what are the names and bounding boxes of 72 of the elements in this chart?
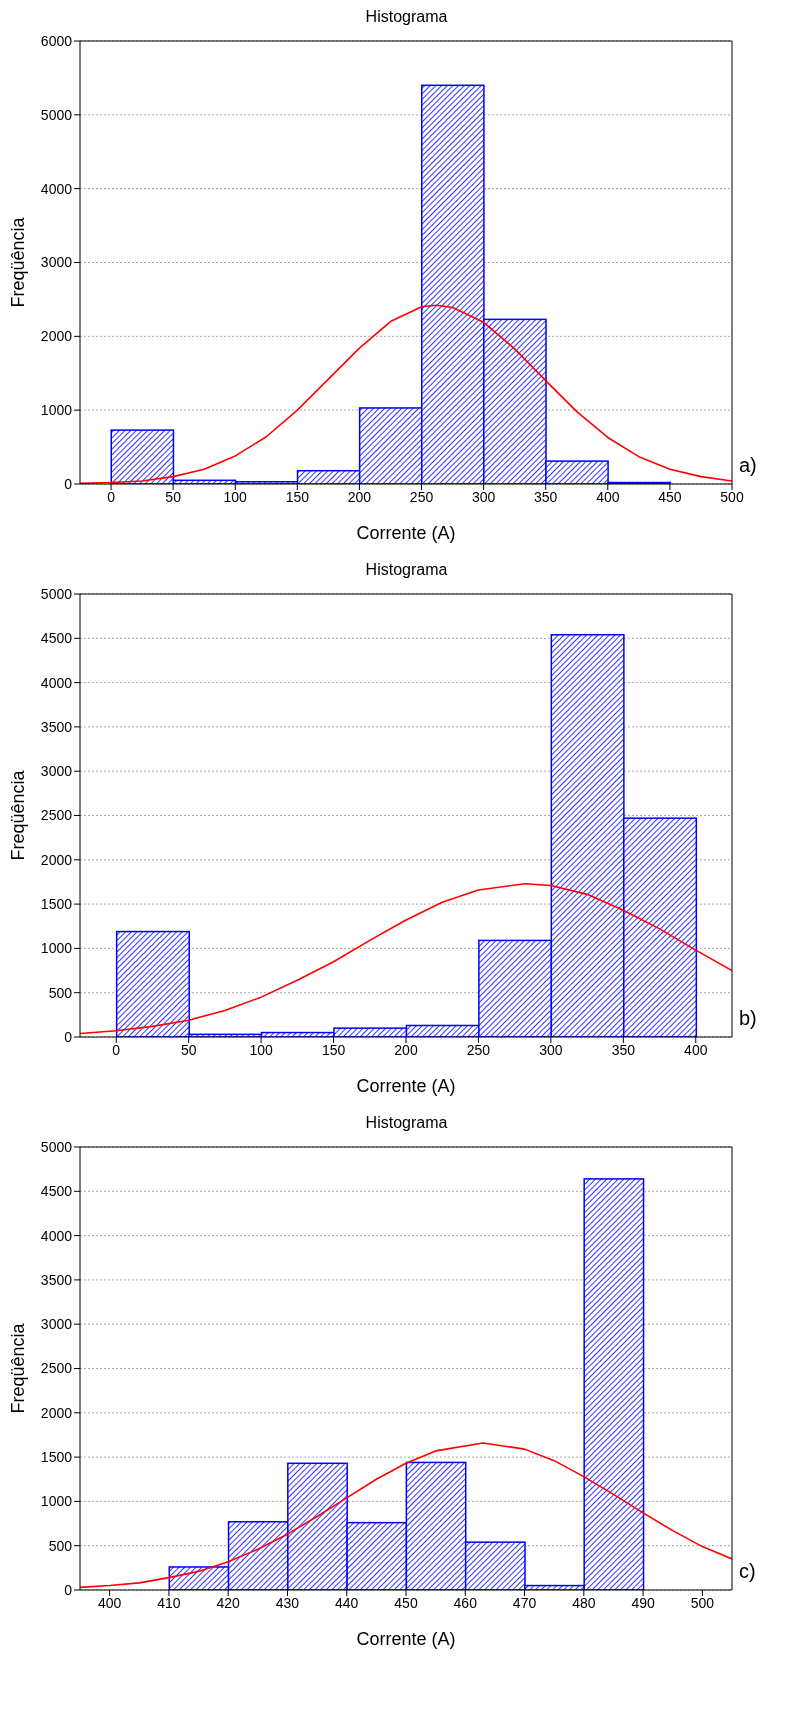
y-tick-label: 3000	[40, 1316, 73, 1333]
x-tick-label: 300	[471, 488, 496, 505]
y-tick-label: 2000	[40, 851, 73, 868]
x-tick-label: 440	[335, 1594, 359, 1611]
y-tick-label: 1500	[40, 1449, 73, 1466]
y-tick-label: 3000	[40, 763, 73, 780]
y-tick-label: 2000	[40, 328, 73, 345]
x-tick-label: 450	[394, 1594, 418, 1611]
y-tick-label: 4000	[40, 1227, 73, 1244]
x-tick-label: 400	[596, 488, 620, 505]
y-tick-label: 2000	[40, 1404, 73, 1421]
chart-title: Histograma	[364, 561, 449, 580]
x-tick-label: 400	[97, 1594, 122, 1611]
text: b)	[739, 1007, 757, 1030]
y-tick-label: 5000	[40, 1138, 73, 1155]
x-tick-label: 200	[347, 488, 372, 505]
x-tick-label: 410	[157, 1594, 181, 1611]
x-tick-label: 350	[611, 1041, 636, 1058]
y-tick-label: 1000	[40, 402, 73, 419]
x-tick-label: 480	[572, 1594, 596, 1611]
x-tick-label: 0	[112, 1041, 121, 1058]
y-tick-label: 0	[64, 1581, 73, 1598]
x-tick-label: 430	[275, 1594, 300, 1611]
y-tick-label: 1000	[40, 1493, 73, 1510]
y-tick-label: 4000	[40, 180, 73, 197]
x-tick-label: 350	[534, 488, 558, 505]
y-axis-title: Freqüência	[8, 1322, 29, 1414]
y-tick-label: 3500	[40, 718, 73, 735]
chart-title: Histograma	[364, 8, 449, 27]
y-tick-label: 1500	[40, 896, 73, 913]
chart-title: Histograma	[364, 1114, 449, 1133]
x-tick-label: 420	[216, 1594, 241, 1611]
y-tick-label: 5000	[40, 585, 73, 602]
y-tick-label: 4500	[40, 630, 73, 647]
x-tick-label: 50	[180, 1041, 197, 1058]
x-axis-title: Corrente (A)	[356, 523, 456, 543]
x-tick-label: 470	[512, 1594, 537, 1611]
y-tick-label: 0	[64, 475, 73, 492]
x-tick-label: 500	[690, 1594, 715, 1611]
text: a)	[739, 454, 757, 477]
x-tick-label: 200	[394, 1041, 418, 1058]
y-tick-label: 500	[48, 1537, 73, 1554]
x-tick-label: 50	[165, 488, 182, 505]
x-tick-label: 250	[466, 1041, 491, 1058]
x-axis-title: Corrente (A)	[356, 1629, 456, 1649]
y-tick-label: 3000	[40, 254, 73, 271]
x-tick-label: 150	[321, 1041, 346, 1058]
x-tick-label: 250	[409, 488, 434, 505]
x-tick-label: 500	[720, 488, 744, 505]
x-tick-label: 100	[223, 488, 248, 505]
y-tick-label: 0	[64, 1028, 73, 1045]
y-tick-label: 3500	[40, 1271, 73, 1288]
text: c)	[739, 1560, 756, 1583]
y-tick-label: 500	[48, 984, 73, 1001]
x-tick-label: 150	[285, 488, 310, 505]
y-tick-label: 6000	[40, 32, 73, 49]
y-tick-label: 2500	[40, 807, 73, 824]
y-tick-label: 4000	[40, 674, 73, 691]
x-tick-label: 0	[107, 488, 116, 505]
y-axis-title: Freqüência	[8, 216, 29, 308]
x-tick-label: 400	[684, 1041, 708, 1058]
y-tick-label: 4500	[40, 1183, 73, 1200]
y-tick-label: 5000	[40, 106, 73, 123]
y-tick-label: 2500	[40, 1360, 73, 1377]
y-tick-label: 1000	[40, 940, 73, 957]
x-tick-label: 450	[658, 488, 682, 505]
x-tick-label: 490	[631, 1594, 655, 1611]
y-axis-title: Freqüência	[8, 769, 29, 861]
x-tick-label: 300	[539, 1041, 563, 1058]
x-tick-label: 460	[453, 1594, 478, 1611]
x-tick-label: 100	[249, 1041, 273, 1058]
x-axis-title: Corrente (A)	[356, 1076, 456, 1096]
